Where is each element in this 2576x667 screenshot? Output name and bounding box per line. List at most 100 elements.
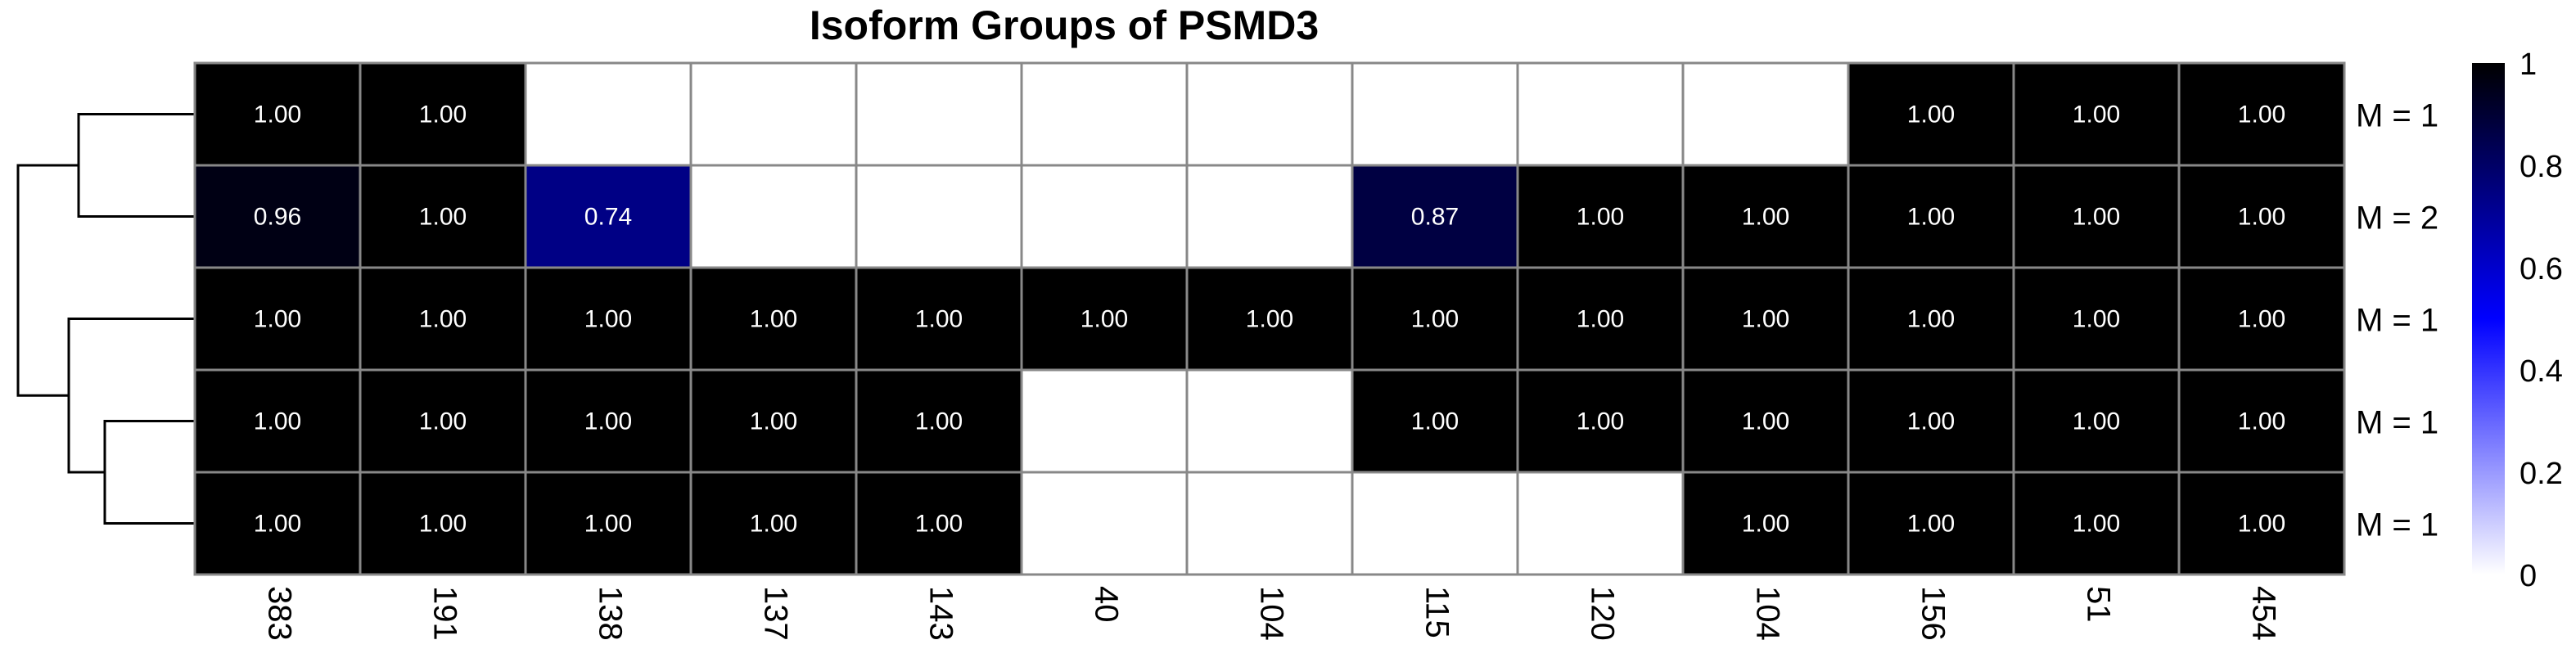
cell-value-label: 0.87 (1411, 204, 1459, 231)
heatmap-cell (1020, 164, 1189, 269)
colorbar-tick-label: 0.6 (2520, 252, 2563, 286)
cell-value-label: 1.00 (2238, 408, 2285, 435)
cell-value-label: 1.00 (915, 306, 963, 333)
cell-value-label: 1.00 (915, 511, 963, 538)
column-label: 137 (757, 586, 793, 641)
heatmap-cell (855, 266, 1023, 372)
heatmap-cell (1020, 471, 1189, 576)
column-label: 120 (1584, 586, 1620, 641)
heatmap-cell (2177, 471, 2346, 576)
heatmap-cell (1681, 164, 1850, 269)
heatmap-cell (689, 266, 858, 372)
heatmap-cell (1185, 61, 1354, 167)
row-label: M = 1 (2356, 405, 2438, 441)
cell-value-label: 1.00 (2238, 511, 2285, 538)
heatmap-cell (1351, 266, 1519, 372)
heatmap-cell (855, 471, 1023, 576)
heatmap-cell (2177, 266, 2346, 372)
cell-value-label: 1.00 (1080, 306, 1128, 333)
heatmap-cell (1020, 368, 1189, 474)
row-label: M = 2 (2356, 201, 2438, 237)
heatmap-cell (193, 471, 362, 576)
heatmap-cell (1516, 61, 1685, 167)
heatmap-cell (1847, 164, 2015, 269)
heatmap-cell (1020, 266, 1189, 372)
heatmap-cell (193, 61, 362, 167)
cell-value-label: 1.00 (2073, 306, 2120, 333)
cell-value-label: 1.00 (1577, 204, 1624, 231)
column-label: 104 (1253, 586, 1289, 641)
cell-value-label: 1.00 (2073, 101, 2120, 128)
heatmap-cell (1516, 471, 1685, 576)
heatmap-cell (689, 61, 858, 167)
colorbar-tick-label: 0.2 (2520, 457, 2563, 491)
heatmap-cell (1847, 471, 2015, 576)
cell-value-label: 1.00 (2238, 306, 2285, 333)
cell-value-label: 1.00 (419, 204, 467, 231)
heatmap-cell (855, 164, 1023, 269)
heatmap-cell (359, 471, 527, 576)
heatmap-cell (689, 164, 858, 269)
heatmap-cell (1351, 61, 1519, 167)
colorbar-tick-label: 1 (2520, 47, 2537, 82)
heatmap-cell (855, 61, 1023, 167)
heatmap-cell (359, 368, 527, 474)
cell-value-label: 1.00 (1907, 306, 1955, 333)
cell-value-label: 1.00 (419, 408, 467, 435)
cell-value-label: 1.00 (254, 511, 301, 538)
cell-value-label: 1.00 (254, 306, 301, 333)
cell-value-label: 1.00 (1742, 306, 1789, 333)
column-label: 454 (2245, 586, 2281, 641)
row-label: M = 1 (2356, 507, 2438, 543)
heatmap-cell (524, 61, 692, 167)
heatmap-cell (193, 164, 362, 269)
row-label: M = 1 (2356, 303, 2438, 339)
heatmap-cell (2177, 61, 2346, 167)
cell-value-label: 1.00 (419, 306, 467, 333)
cell-value-label: 1.00 (2073, 511, 2120, 538)
heatmap-cell (689, 471, 858, 576)
heatmap-cell (2177, 164, 2346, 269)
cell-value-label: 0.74 (584, 204, 632, 231)
heatmap-cell (1681, 61, 1850, 167)
column-label: 383 (261, 586, 297, 641)
column-label: 191 (426, 586, 462, 641)
cell-value-label: 1.00 (1411, 408, 1459, 435)
heatmap-cell (1185, 164, 1354, 269)
heatmap-cell (1516, 164, 1685, 269)
heatmap-cell (1020, 61, 1189, 167)
dendrogram-branch (16, 164, 79, 397)
column-label: 156 (1915, 586, 1951, 641)
cell-value-label: 1.00 (254, 101, 301, 128)
cell-value-label: 1.00 (2238, 204, 2285, 231)
cell-value-label: 1.00 (584, 306, 632, 333)
cell-value-label: 1.00 (750, 511, 797, 538)
cell-value-label: 1.00 (1907, 204, 1955, 231)
colorbar-tick-label: 0.8 (2520, 150, 2563, 184)
row-label: M = 1 (2356, 98, 2438, 134)
cell-value-label: 1.00 (1742, 204, 1789, 231)
cell-value-label: 1.00 (1577, 408, 1624, 435)
column-label: 40 (1088, 586, 1124, 623)
cell-value-label: 1.00 (750, 408, 797, 435)
heatmap-cell (1516, 368, 1685, 474)
heatmap-cell (1681, 368, 1850, 474)
cell-value-label: 1.00 (584, 511, 632, 538)
cell-value-label: 1.00 (1742, 511, 1789, 538)
cell-value-label: 1.00 (419, 101, 467, 128)
cell-value-label: 1.00 (584, 408, 632, 435)
heatmap-cell (689, 368, 858, 474)
cell-value-label: 1.00 (419, 511, 467, 538)
cell-value-label: 1.00 (750, 306, 797, 333)
colorbar-tick-label: 0 (2520, 559, 2537, 593)
cell-value-label: 1.00 (254, 408, 301, 435)
dendrogram-branch (67, 318, 195, 474)
colorbar (2472, 63, 2505, 575)
heatmap-cell (2012, 61, 2181, 167)
heatmap-cell (855, 368, 1023, 474)
cell-value-label: 1.00 (1907, 101, 1955, 128)
heatmap-cell (1185, 368, 1354, 474)
cell-value-label: 1.00 (2073, 408, 2120, 435)
heatmap-cell (1681, 471, 1850, 576)
